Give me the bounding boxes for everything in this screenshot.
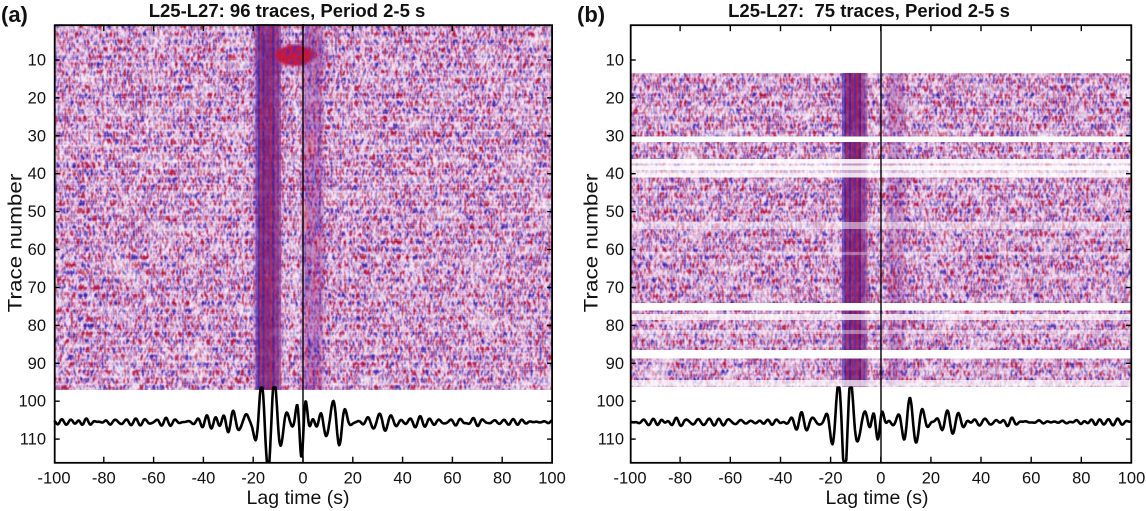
svg-text:100: 100 [538,470,566,488]
svg-text:80: 80 [606,317,624,335]
svg-text:50: 50 [28,203,46,221]
svg-text:(b): (b) [577,2,605,27]
svg-text:90: 90 [28,355,46,373]
svg-text:110: 110 [20,431,46,449]
svg-text:100: 100 [596,393,624,411]
svg-text:80: 80 [28,317,46,335]
svg-text:70: 70 [28,279,46,297]
svg-text:10: 10 [28,52,46,70]
svg-text:-20: -20 [819,470,843,488]
svg-text:100: 100 [18,393,46,411]
svg-text:(a): (a) [1,2,28,27]
svg-text:Trace number: Trace number [5,174,26,313]
svg-text:Lag time (s): Lag time (s) [826,487,929,509]
svg-text:L25-L27: 96 traces, Period 2-5: L25-L27: 96 traces, Period 2-5 s [149,0,426,21]
svg-text:-60: -60 [718,470,742,488]
svg-text:50: 50 [606,203,624,221]
svg-text:L25-L27: 75 traces, Period 2-: L25-L27: 75 traces, Period 2-5 s [728,0,1010,21]
svg-text:40: 40 [972,470,990,488]
svg-text:20: 20 [606,89,624,107]
svg-text:20: 20 [28,89,46,107]
svg-text:-20: -20 [241,470,265,488]
svg-text:0: 0 [876,470,885,488]
svg-text:-60: -60 [142,470,166,488]
svg-text:100: 100 [1118,470,1146,488]
svg-text:110: 110 [598,431,624,449]
svg-text:Trace number: Trace number [581,174,602,313]
svg-text:-40: -40 [191,470,215,488]
svg-text:30: 30 [28,127,46,145]
svg-text:90: 90 [606,355,624,373]
svg-text:80: 80 [1072,470,1090,488]
svg-text:30: 30 [606,127,624,145]
svg-text:60: 60 [443,470,461,488]
svg-text:40: 40 [28,165,46,183]
svg-text:-80: -80 [668,470,692,488]
svg-text:-80: -80 [92,470,116,488]
svg-text:20: 20 [344,470,362,488]
svg-text:-100: -100 [613,470,646,488]
svg-text:Lag time (s): Lag time (s) [247,487,350,509]
svg-text:60: 60 [606,241,624,259]
svg-text:10: 10 [606,52,624,70]
svg-text:40: 40 [606,165,624,183]
svg-text:70: 70 [606,279,624,297]
svg-text:60: 60 [28,241,46,259]
svg-text:80: 80 [493,470,511,488]
svg-text:20: 20 [922,470,940,488]
svg-text:-100: -100 [37,470,70,488]
svg-text:60: 60 [1022,470,1040,488]
svg-text:40: 40 [393,470,411,488]
svg-text:-40: -40 [769,470,793,488]
svg-text:0: 0 [298,470,307,488]
